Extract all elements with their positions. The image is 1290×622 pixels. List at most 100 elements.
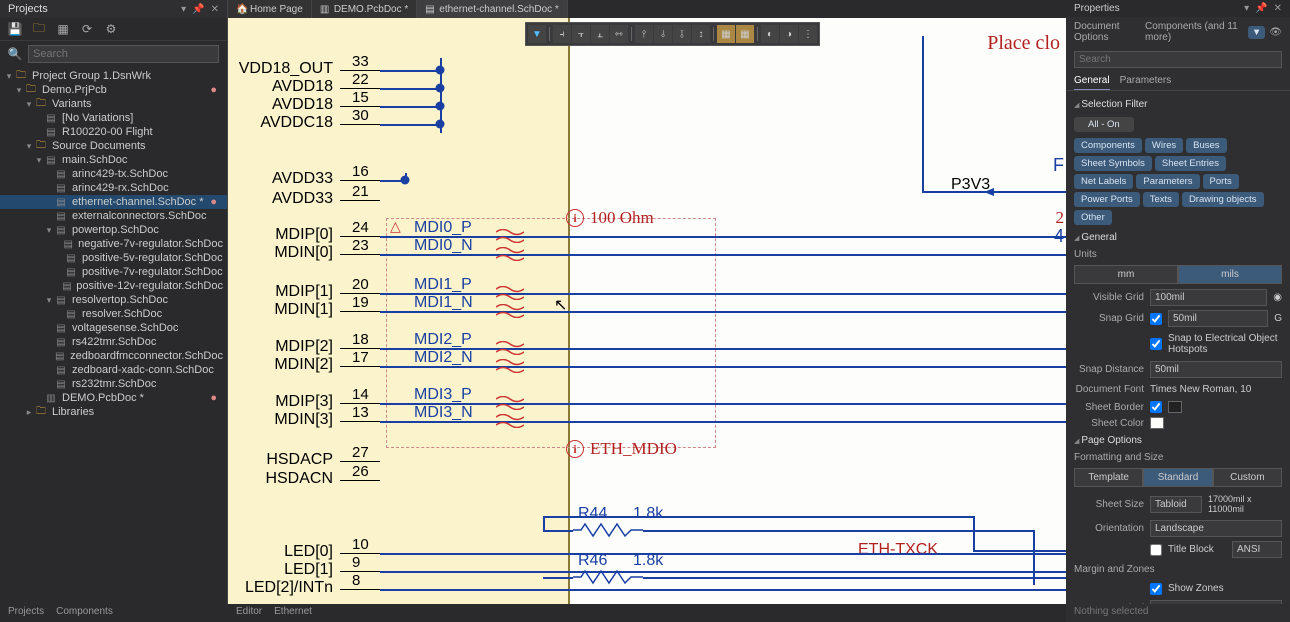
tree-item[interactable]: ▤resolver.SchDoc — [0, 307, 227, 321]
align-top-icon[interactable]: ⫯ — [635, 25, 653, 43]
sheet-color-swatch[interactable] — [1150, 417, 1164, 429]
filter-pill[interactable]: Net Labels — [1074, 174, 1133, 189]
tool-a-icon[interactable]: ◐ — [761, 25, 779, 43]
filter-toggle-icon[interactable]: ▼ — [1248, 26, 1265, 39]
title-block-select[interactable]: ANSI — [1232, 541, 1282, 558]
filter-pill[interactable]: Sheet Entries — [1155, 156, 1226, 171]
status-projects[interactable]: Projects — [8, 606, 44, 620]
panel-pin-icon[interactable]: 📌 — [192, 4, 204, 15]
filter-pill[interactable]: Parameters — [1136, 174, 1199, 189]
filter-icon[interactable]: ▼ — [528, 25, 546, 43]
tree-item[interactable]: ▾🗀Variants — [0, 97, 227, 111]
prop-close-icon[interactable]: ✕ — [1274, 3, 1282, 14]
tree-item[interactable]: ▤positive-5v-regulator.SchDoc — [0, 251, 227, 265]
filter-pill[interactable]: Buses — [1186, 138, 1226, 153]
tree-item[interactable]: ▤externalconnectors.SchDoc — [0, 209, 227, 223]
doc-tab[interactable]: ▥DEMO.PcbDoc * — [312, 0, 417, 18]
status-components[interactable]: Components — [56, 606, 113, 620]
schematic-canvas[interactable]: Place clo P3V3 F 2 4 △ i 100 Ohm i ETH_M… — [228, 18, 1066, 604]
tree-item[interactable]: ▾▤resolvertop.SchDoc — [0, 293, 227, 307]
pill-all-on[interactable]: All - On — [1074, 117, 1134, 132]
tab-general[interactable]: General — [1074, 72, 1110, 90]
section-page-options[interactable]: Page Options — [1066, 431, 1290, 450]
filter-pill[interactable]: Power Ports — [1074, 192, 1140, 207]
tree-item[interactable]: ▤positive-7v-regulator.SchDoc — [0, 265, 227, 279]
title-block-check[interactable] — [1150, 544, 1162, 556]
sheet-border-check[interactable] — [1150, 401, 1162, 413]
snap-hotspot-check[interactable] — [1150, 338, 1162, 350]
tree-item[interactable]: ▤[No Variations] — [0, 111, 227, 125]
tree-item[interactable]: ▾🗀Source Documents — [0, 139, 227, 153]
doc-tab[interactable]: 🏠Home Page — [228, 0, 312, 18]
filter-pill[interactable]: Drawing objects — [1182, 192, 1264, 207]
folder-icon[interactable]: 🗀 — [32, 22, 46, 36]
align-left-icon[interactable]: ⫞ — [553, 25, 571, 43]
tree-item[interactable]: ▤rs422tmr.SchDoc — [0, 335, 227, 349]
filter-pill[interactable]: Sheet Symbols — [1074, 156, 1152, 171]
orientation-select[interactable]: Landscape — [1150, 520, 1282, 537]
tree-item[interactable]: ▾🗀Demo.PrjPcb● — [0, 83, 227, 97]
unit-mm[interactable]: mm — [1074, 265, 1178, 284]
prop-dropdown-icon[interactable]: ▾ — [1244, 3, 1249, 14]
tab-parameters[interactable]: Parameters — [1120, 72, 1172, 90]
tool-b-icon[interactable]: ◑ — [780, 25, 798, 43]
dist-v-icon[interactable]: ↕ — [692, 25, 710, 43]
section-selection-filter[interactable]: Selection Filter — [1066, 95, 1290, 114]
align-right-icon[interactable]: ⫠ — [591, 25, 609, 43]
sheet-border-color[interactable] — [1168, 401, 1182, 413]
settings-icon[interactable]: ⚙ — [104, 22, 118, 36]
filter-pill[interactable]: Ports — [1203, 174, 1239, 189]
tree-item[interactable]: ▤arinc429-rx.SchDoc — [0, 181, 227, 195]
tree-item[interactable]: ▤zedboard-xadc-conn.SchDoc — [0, 363, 227, 377]
show-zones-check[interactable] — [1150, 583, 1162, 595]
align-bottom-icon[interactable]: ⫱ — [673, 25, 691, 43]
tree-item[interactable]: ▤voltagesense.SchDoc — [0, 321, 227, 335]
filter-pill[interactable]: Components — [1074, 138, 1142, 153]
properties-search-input[interactable] — [1074, 51, 1282, 68]
fmt-template[interactable]: Template — [1074, 468, 1143, 487]
project-tree[interactable]: ▾🗀Project Group 1.DsnWrk▾🗀Demo.PrjPcb●▾🗀… — [0, 67, 227, 589]
filter-pill[interactable]: Other — [1074, 210, 1112, 225]
tree-item[interactable]: ▥DEMO.PcbDoc *● — [0, 391, 227, 405]
grid-2-icon[interactable]: ▦ — [736, 25, 754, 43]
prop-pin-icon[interactable]: 📌 — [1255, 3, 1267, 14]
tree-item[interactable]: ▤ethernet-channel.SchDoc *● — [0, 195, 227, 209]
save-icon[interactable]: 💾 — [8, 22, 22, 36]
snap-dist-input[interactable]: 50mil — [1150, 361, 1282, 378]
tree-item[interactable]: ▾▤powertop.SchDoc — [0, 223, 227, 237]
doc-font-val[interactable]: Times New Roman, 10 — [1150, 382, 1282, 397]
unit-mils[interactable]: mils — [1178, 265, 1282, 284]
dist-h-icon[interactable]: ⇿ — [610, 25, 628, 43]
compile-icon[interactable]: ▦ — [56, 22, 70, 36]
tree-item[interactable]: ▤positive-12v-regulator.SchDoc — [0, 279, 227, 293]
sheet-size-select[interactable]: Tabloid — [1150, 496, 1202, 513]
fmt-standard[interactable]: Standard — [1143, 468, 1212, 487]
grid-1-icon[interactable]: ▦ — [717, 25, 735, 43]
tree-item[interactable]: ▤zedboardfmcconnector.SchDoc — [0, 349, 227, 363]
tree-item[interactable]: ▤arinc429-tx.SchDoc — [0, 167, 227, 181]
tree-item[interactable]: ▸🗀Libraries — [0, 405, 227, 419]
tree-item[interactable]: ▤negative-7v-regulator.SchDoc — [0, 237, 227, 251]
refresh-icon[interactable]: ⟳ — [80, 22, 94, 36]
section-general[interactable]: General — [1066, 228, 1290, 247]
snap-grid-input[interactable]: 50mil — [1168, 310, 1268, 327]
visible-grid-input[interactable]: 100mil — [1150, 289, 1267, 306]
tree-item[interactable]: ▾▤main.SchDoc — [0, 153, 227, 167]
panel-close-icon[interactable]: ✕ — [211, 4, 219, 15]
fmt-custom[interactable]: Custom — [1213, 468, 1282, 487]
doc-tab[interactable]: ▤ethernet-channel.SchDoc * — [417, 0, 568, 18]
status-ethernet[interactable]: Ethernet — [274, 606, 312, 620]
visible-grid-toggle-icon[interactable]: ◉ — [1273, 292, 1282, 303]
align-hcenter-icon[interactable]: ⫟ — [572, 25, 590, 43]
tree-item[interactable]: ▤R100220-00 Flight — [0, 125, 227, 139]
align-vcenter-icon[interactable]: ⫰ — [654, 25, 672, 43]
status-editor[interactable]: Editor — [236, 606, 262, 620]
filter-pill[interactable]: Wires — [1145, 138, 1183, 153]
panel-dropdown-icon[interactable]: ▾ — [181, 4, 186, 15]
snap-grid-btn-icon[interactable]: G — [1274, 313, 1282, 324]
projects-search-input[interactable] — [28, 45, 219, 63]
lock-icon[interactable]: 👁 — [1269, 27, 1282, 38]
tool-c-icon[interactable]: ⋮ — [799, 25, 817, 43]
snap-grid-check[interactable] — [1150, 313, 1162, 325]
filter-pill[interactable]: Texts — [1143, 192, 1179, 207]
